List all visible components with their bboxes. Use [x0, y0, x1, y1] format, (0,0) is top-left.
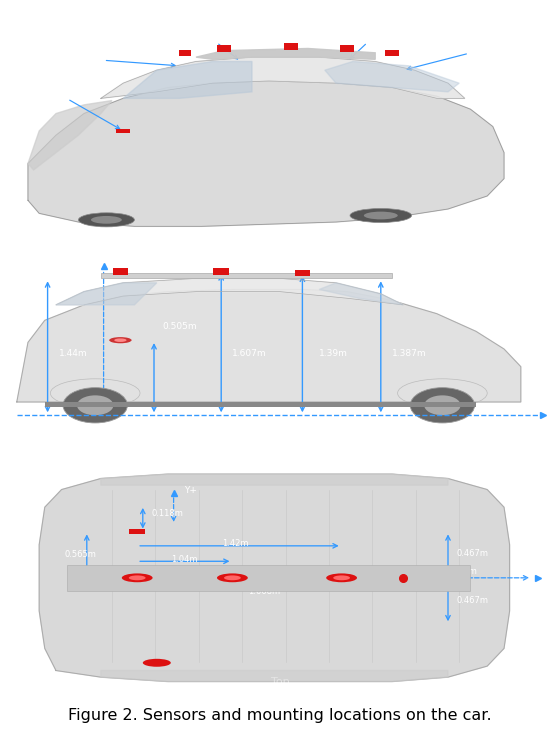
- Text: Y+: Y+: [184, 486, 197, 495]
- Text: 60 FOV Cam x 4: 60 FOV Cam x 4: [407, 41, 536, 70]
- Bar: [129, 529, 145, 534]
- Text: 0.505m: 0.505m: [162, 322, 197, 331]
- Bar: [45, 402, 476, 408]
- Text: PwrPak7D: PwrPak7D: [31, 87, 120, 129]
- Bar: [385, 50, 399, 56]
- Polygon shape: [101, 57, 465, 99]
- Ellipse shape: [410, 387, 475, 423]
- Ellipse shape: [91, 216, 122, 224]
- Polygon shape: [39, 474, 510, 681]
- Text: 0.026m: 0.026m: [445, 567, 477, 576]
- Ellipse shape: [143, 659, 171, 666]
- Bar: [113, 269, 128, 275]
- Text: GNSS-502 x 2: GNSS-502 x 2: [175, 31, 240, 59]
- Text: 0.467m: 0.467m: [456, 596, 488, 605]
- Polygon shape: [319, 283, 403, 305]
- Text: Figure 2. Sensors and mounting locations on the car.: Figure 2. Sensors and mounting locations…: [68, 708, 492, 723]
- Ellipse shape: [350, 209, 412, 223]
- Text: 1.44m: 1.44m: [59, 349, 87, 358]
- Ellipse shape: [424, 396, 460, 415]
- Ellipse shape: [326, 574, 357, 582]
- Ellipse shape: [333, 575, 350, 580]
- Text: OS2-128: OS2-128: [350, 31, 395, 58]
- Ellipse shape: [129, 575, 146, 580]
- Polygon shape: [325, 61, 459, 92]
- Polygon shape: [123, 61, 252, 99]
- Text: 1.42m: 1.42m: [222, 539, 249, 548]
- Text: Side: Side: [268, 452, 292, 462]
- Polygon shape: [28, 81, 504, 227]
- Text: 1.04m: 1.04m: [171, 554, 198, 563]
- Ellipse shape: [217, 574, 248, 582]
- Text: X+: X+: [535, 408, 548, 417]
- Bar: [116, 129, 130, 133]
- Polygon shape: [17, 289, 521, 402]
- Ellipse shape: [122, 574, 152, 582]
- Bar: [101, 273, 392, 278]
- Polygon shape: [101, 474, 448, 485]
- Polygon shape: [56, 278, 403, 305]
- Polygon shape: [28, 100, 112, 170]
- Ellipse shape: [114, 338, 127, 342]
- Ellipse shape: [224, 575, 241, 580]
- Polygon shape: [196, 49, 375, 59]
- Text: 0.565m: 0.565m: [64, 551, 96, 560]
- Bar: [340, 45, 354, 52]
- Ellipse shape: [63, 387, 128, 423]
- Text: 0.467m: 0.467m: [456, 549, 488, 558]
- Text: X+: X+: [534, 569, 547, 578]
- Ellipse shape: [77, 396, 113, 415]
- Ellipse shape: [109, 337, 132, 343]
- Text: 1.387m: 1.387m: [392, 349, 427, 358]
- Text: 1.39m: 1.39m: [319, 349, 348, 358]
- Bar: [284, 43, 298, 49]
- Text: VLP16: VLP16: [71, 55, 175, 67]
- Polygon shape: [101, 670, 448, 681]
- Polygon shape: [56, 283, 157, 305]
- Bar: [67, 565, 470, 591]
- Bar: [217, 45, 231, 52]
- Ellipse shape: [364, 212, 398, 219]
- Text: 1.607m: 1.607m: [232, 349, 267, 358]
- Text: 0.118m: 0.118m: [151, 509, 183, 518]
- Bar: [295, 269, 310, 276]
- Text: Z+: Z+: [110, 257, 124, 266]
- Bar: [213, 268, 229, 275]
- Bar: [179, 50, 191, 56]
- Ellipse shape: [78, 212, 134, 227]
- Text: 1.668m: 1.668m: [248, 586, 281, 595]
- Text: Top: Top: [270, 676, 290, 687]
